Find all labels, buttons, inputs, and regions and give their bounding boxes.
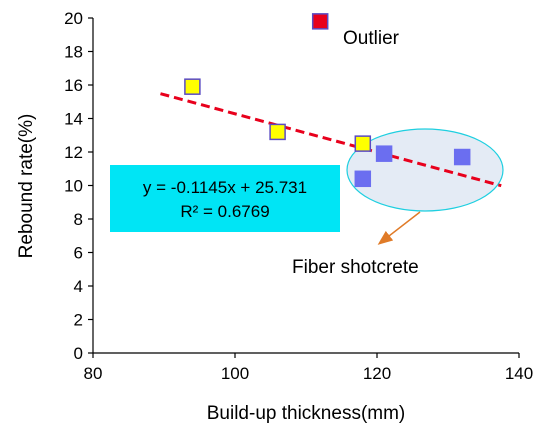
x-tick-label: 80	[84, 364, 103, 383]
plain-data-point	[184, 78, 201, 95]
fiber-data-point	[453, 148, 471, 166]
y-tick-label: 20	[64, 9, 83, 28]
equation-line: y = -0.1145x + 25.731	[143, 178, 307, 197]
equation-box-background	[110, 165, 340, 232]
equation-box: y = -0.1145x + 25.731 R² = 0.6769	[110, 165, 340, 232]
y-tick-label: 16	[64, 76, 83, 95]
fiber-annotation-arrow	[377, 211, 421, 245]
y-axis-ticks: 0 2 4 6 8 10 12 14 16 18 20	[64, 9, 93, 363]
y-tick-label: 4	[74, 277, 83, 296]
y-tick-label: 12	[64, 143, 83, 162]
fiber-shotcrete-label: Fiber shotcrete	[292, 257, 419, 278]
y-tick-label: 2	[74, 311, 83, 330]
x-tick-label: 100	[221, 364, 249, 383]
fiber-data-point	[375, 145, 393, 162]
y-tick-label: 6	[74, 244, 83, 263]
x-tick-label: 120	[363, 364, 391, 383]
y-tick-label: 14	[64, 110, 83, 129]
y-axis-title: Rebound rate(%)	[16, 114, 37, 259]
data-markers	[184, 13, 471, 188]
x-tick-label: 140	[505, 364, 533, 383]
x-axis-ticks: 80 100 120 140	[84, 353, 533, 383]
y-tick-label: 18	[64, 43, 83, 62]
plain-data-point	[269, 123, 286, 141]
y-tick-label: 8	[74, 210, 83, 229]
y-tick-label: 0	[74, 344, 83, 363]
plain-data-point	[354, 135, 372, 152]
r-squared-line: R² = 0.6769	[180, 202, 269, 221]
trendline	[160, 92, 502, 188]
fiber-data-point	[354, 170, 372, 188]
outlier-label: Outlier	[343, 28, 400, 49]
outlier-data-point	[311, 13, 329, 30]
y-tick-label: 10	[64, 177, 83, 196]
x-axis-title: Build-up thickness(mm)	[207, 403, 406, 424]
